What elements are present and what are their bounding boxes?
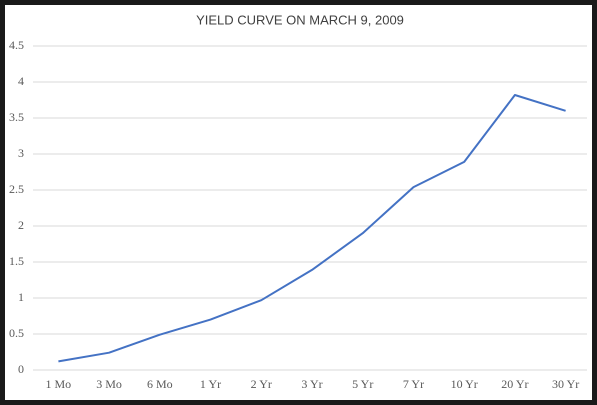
x-tick-label: 10 Yr [451,377,478,391]
x-tick-label: 6 Mo [147,377,173,391]
chart-title: YIELD CURVE ON MARCH 9, 2009 [196,12,404,27]
x-tick-label: 20 Yr [501,377,528,391]
y-tick-label: 2.5 [9,182,24,196]
x-tick-label: 3 Yr [301,377,322,391]
x-tick-label: 2 Yr [251,377,272,391]
y-tick-label: 0 [18,362,24,376]
x-tick-label: 3 Mo [96,377,122,391]
y-tick-label: 2 [18,218,24,232]
y-tick-label: 4 [18,74,24,88]
x-tick-label: 5 Yr [352,377,373,391]
series-line [58,94,566,363]
y-tick-label: 3 [18,146,24,160]
y-tick-label: 4.5 [9,38,24,52]
x-tick-label: 30 Yr [552,377,579,391]
x-tick-label: 1 Yr [200,377,221,391]
x-tick-label: 7 Yr [403,377,424,391]
y-tick-label: 1 [18,290,24,304]
y-tick-label: 0.5 [9,326,24,340]
x-tick-label: 1 Mo [46,377,72,391]
y-tick-label: 1.5 [9,254,24,268]
y-tick-label: 3.5 [9,110,24,124]
